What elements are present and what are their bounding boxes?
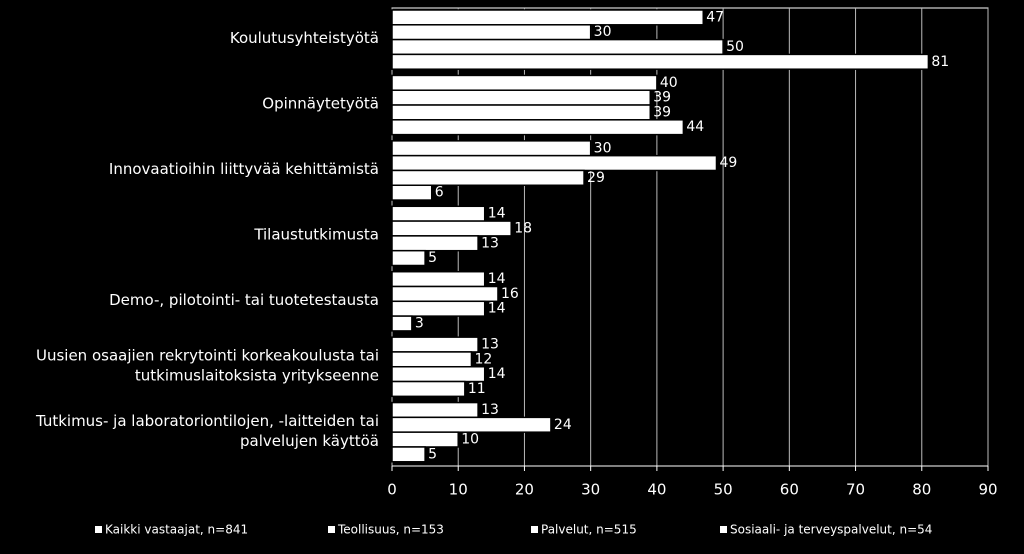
x-tick-label: 70: [846, 481, 865, 499]
x-tick-label: 90: [978, 481, 997, 499]
bar: [391, 401, 479, 419]
bar: [391, 184, 433, 201]
value-label: 12: [474, 351, 492, 367]
bar: [391, 205, 486, 222]
legend-label: Kaikki vastaajat, n=841: [105, 523, 248, 537]
bar: [391, 431, 459, 448]
value-label: 13: [481, 402, 499, 418]
value-label: 47: [706, 9, 724, 25]
value-label: 18: [514, 220, 532, 236]
x-tick-label: 40: [647, 481, 666, 499]
value-label: 3: [415, 316, 424, 332]
legend-swatch: [531, 526, 538, 533]
bar: [391, 154, 718, 172]
bar: [391, 119, 685, 136]
value-label: 13: [481, 235, 499, 251]
bar: [391, 285, 499, 303]
value-label: 50: [726, 39, 744, 55]
value-label: 5: [428, 250, 437, 266]
y-tick-label: Uusien osaajien rekrytointi korkeakoulus…: [36, 346, 379, 364]
legend-label: Teollisuus, n=153: [337, 523, 444, 537]
y-tick-label: Opinnäytetyötä: [262, 95, 379, 113]
value-label: 30: [594, 140, 612, 156]
value-label: 39: [653, 90, 671, 106]
bar: [391, 315, 413, 332]
legend-swatch: [95, 526, 102, 533]
bar: [391, 336, 479, 353]
value-label: 6: [435, 185, 444, 201]
legend-swatch: [720, 526, 727, 533]
y-tick-label: tutkimuslaitoksista yritykseenne: [135, 366, 379, 384]
value-label: 44: [686, 119, 704, 135]
bar: [391, 74, 658, 91]
bar: [391, 38, 724, 56]
value-label: 30: [594, 24, 612, 40]
bar: [391, 220, 512, 237]
value-label: 40: [660, 75, 678, 91]
bar: [391, 235, 479, 252]
value-label: 13: [481, 337, 499, 353]
x-tick-label: 10: [449, 481, 468, 499]
bar: [391, 270, 486, 288]
value-label: 5: [428, 446, 437, 462]
value-label: 24: [554, 417, 572, 433]
bar: [391, 140, 592, 157]
x-tick-label: 30: [581, 481, 600, 499]
value-label: 14: [488, 366, 506, 382]
bar: [391, 365, 486, 383]
bar: [391, 104, 652, 121]
value-label: 29: [587, 170, 605, 186]
bar: [391, 446, 426, 463]
x-tick-label: 60: [780, 481, 799, 499]
y-tick-label: palvelujen käyttöä: [240, 432, 379, 450]
bar: [391, 300, 486, 317]
value-label: 39: [653, 104, 671, 120]
x-tick-label: 50: [714, 481, 733, 499]
y-tick-label: Tilaustutkimusta: [253, 226, 379, 244]
value-label: 49: [719, 155, 737, 171]
value-label: 14: [488, 301, 506, 317]
y-tick-label: Koulutusyhteistyötä: [230, 29, 379, 47]
y-tick-label: Demo-, pilotointi- tai tuotetestausta: [109, 291, 379, 309]
bar: [391, 9, 704, 26]
bar: [391, 351, 473, 368]
bar: [391, 416, 552, 433]
bar: [391, 169, 585, 187]
value-label: 14: [488, 271, 506, 287]
x-tick-label: 0: [387, 481, 397, 499]
x-tick-label: 20: [515, 481, 534, 499]
bar: [391, 380, 466, 398]
legend-label: Sosiaali- ja terveyspalvelut, n=54: [730, 523, 932, 537]
y-tick-label: Tutkimus- ja laboratoriontilojen, -laitt…: [35, 412, 379, 430]
bar: [391, 24, 592, 41]
bar: [391, 53, 930, 70]
legend-label: Palvelut, n=515: [541, 523, 637, 537]
value-label: 11: [468, 381, 486, 397]
value-label: 81: [931, 54, 949, 70]
x-tick-label: 80: [912, 481, 931, 499]
legend-swatch: [328, 526, 335, 533]
value-label: 14: [488, 206, 506, 222]
y-tick-label: Innovaatioihin liittyvää kehittämistä: [109, 160, 379, 178]
bar: [391, 89, 652, 106]
value-label: 16: [501, 286, 519, 302]
value-label: 10: [461, 432, 479, 448]
bar: [391, 249, 426, 267]
